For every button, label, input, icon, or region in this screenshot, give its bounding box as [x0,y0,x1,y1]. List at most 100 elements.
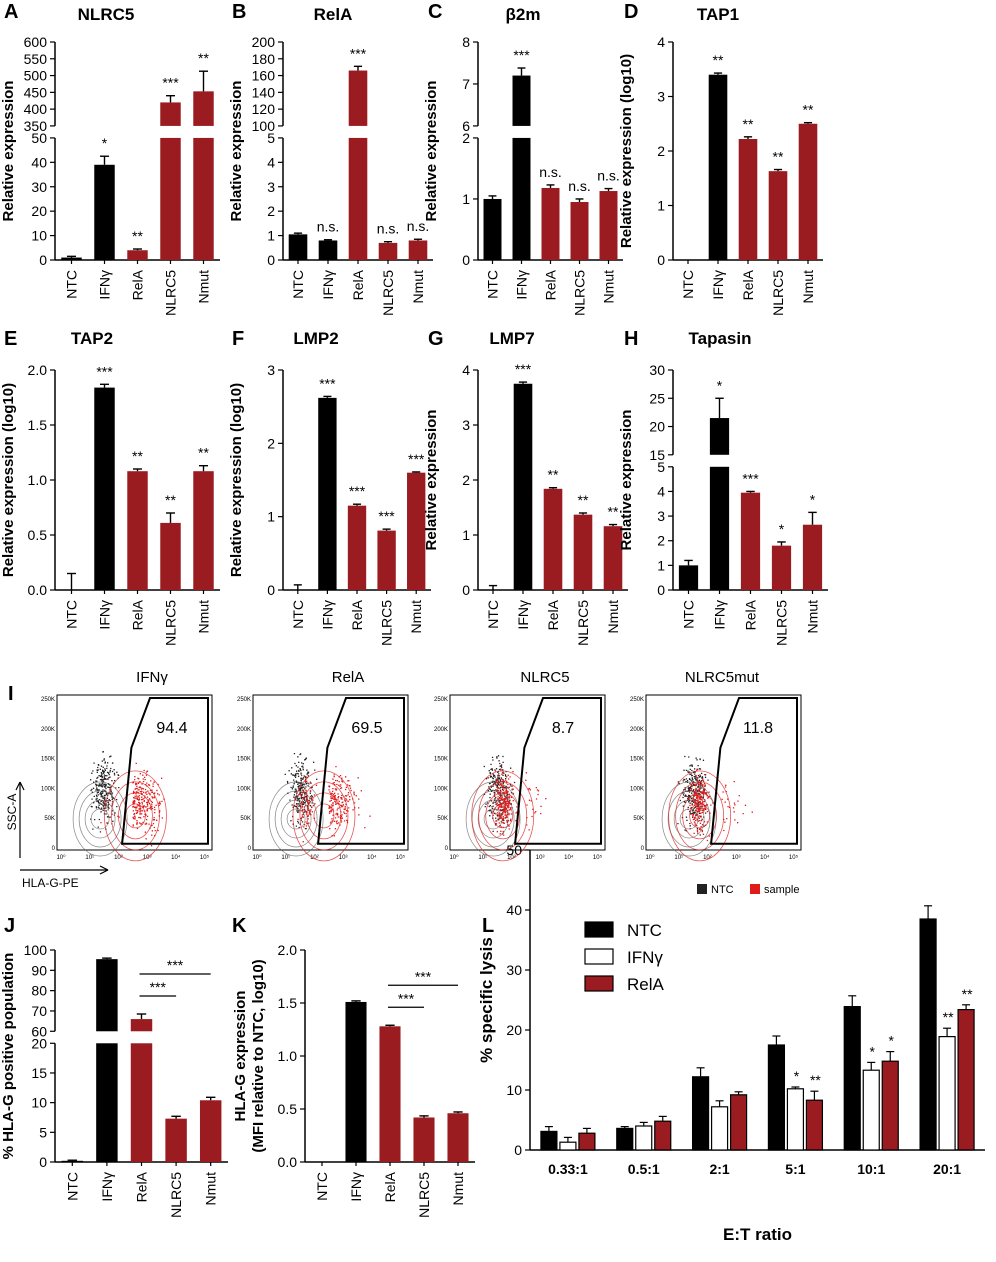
sig-F: *** [319,375,336,391]
flow-contour-ntc-4 [667,790,711,848]
x-tick-label-J: NTC [64,1172,80,1201]
y-tick-label-D: 3 [657,89,665,105]
flow-y-tick-label: 250K [41,697,55,703]
bar-L-IFNγ-0.33:1 [559,1141,577,1151]
flow-contour-sample-4 [682,792,718,840]
bar-G-NLRC5 [573,514,593,590]
flow-y-tick-label: 0 [641,846,645,852]
bar-C-NTC [483,198,502,260]
flow-y-tick-label: 100K [41,786,55,792]
y-tick-label-C: 8 [462,34,470,50]
legend-label-sample: sample [764,884,799,896]
y-tick-label-A: 40 [31,154,47,170]
x-tick-label-C: Nmut [601,270,617,304]
bar-D-IFNγ [708,74,728,260]
sig-L: ** [943,1009,954,1025]
flow-contour-sample-2 [313,803,335,829]
sig-D: ** [743,116,754,132]
x-tick-label-L: 2:1 [709,1161,729,1177]
y-tick-label-B: 5 [267,130,275,146]
flow-contour-sample-1 [118,792,153,840]
x-tick-label-B: RelA [350,269,366,300]
x-tick-label-C: RelA [543,269,559,300]
x-tick-label-E: IFNγ [97,600,113,630]
legend-swatch-L-IFNγ [584,948,614,965]
x-tick-label-E: RelA [130,599,146,630]
sig-A: ** [198,50,209,66]
flow-y-tick-label: 250K [434,697,448,703]
flow-contour-sample-4 [675,781,725,851]
flow-y-arrowhead [15,781,21,791]
flow-plot-frame-2 [252,694,409,851]
axis-break-H [707,454,732,467]
flow-y-tick-label: 150K [434,757,448,763]
sig-L: ** [810,1072,821,1088]
bar-L-NTC-5:1 [767,1044,786,1151]
flow-x-tick-label: 10⁵ [789,854,799,861]
bar-L-RelA-0.5:1 [654,1120,672,1151]
y-tick-label-J: 80 [31,983,47,999]
x-tick-label-K: IFNγ [348,1172,364,1202]
y-tick-label-D: 4 [657,34,665,50]
bar-J-RelA [130,1019,153,1162]
bar-K-RelA [379,1026,401,1162]
flow-y-tick-label: 250K [630,697,644,703]
sig-L: * [870,1043,876,1059]
panel-letter-I: I [8,683,14,705]
flow-x-tick-label: 10² [703,855,712,861]
x-tick-label-A: IFNγ [97,270,113,300]
bar-F-IFNγ [318,397,337,590]
sig-F: *** [408,451,425,467]
y-tick-label-A: 0 [39,252,47,268]
panel-letter-F: F [232,328,244,350]
y-tick-label-L: 40 [506,902,522,918]
bar-C-IFNγ [512,75,531,261]
sig-F: *** [378,508,395,524]
x-tick-label-H: IFNγ [712,600,728,630]
panel-letter-J: J [4,915,15,937]
x-tick-label-A: NLRC5 [163,270,179,316]
flow-x-tick-label: 10⁵ [396,854,406,861]
legend-label-L-RelA: RelA [627,975,665,994]
flow-plot-frame-4 [645,694,802,851]
x-tick-label-G: NLRC5 [575,600,591,646]
y-tick-label-J: 90 [31,962,47,978]
flow-value-2: 69.5 [351,720,382,737]
flow-contour-sample-3 [471,770,535,862]
y-axis-label-K: (MFI relative to NTC, log10) [250,959,267,1152]
flow-contour-ntc-3 [477,799,509,839]
y-tick-label-A: 550 [24,51,48,67]
flow-contour-sample-4 [668,770,732,862]
panel-title-B: RelA [314,5,353,24]
flow-y-tick-label: 150K [237,757,251,763]
y-tick-label-A: 20 [31,203,47,219]
y-tick-label-B: 100 [252,118,276,134]
bar-L-IFNγ-0.5:1 [635,1125,653,1151]
bar-H-IFNγ [709,418,730,590]
flow-contour-ntc-1 [78,790,122,848]
x-tick-label-L: 5:1 [785,1161,805,1177]
flow-x-axis-label: HLA-G-PE [22,876,79,890]
sig-A: ** [132,228,143,244]
axis-break-A [191,125,216,138]
bar-G-Nmut [603,526,623,590]
flow-x-tick-label: 10² [310,855,319,861]
x-tick-label-E: Nmut [196,600,212,634]
y-tick-label-E: 0.0 [28,582,48,598]
y-axis-label-B: Relative expression [228,81,245,222]
panel-title-C: β2m [506,5,541,24]
y-tick-label-L: 0 [514,1142,522,1158]
panel-letter-E: E [4,328,17,350]
y-tick-label-D: 1 [657,198,665,214]
x-tick-label-K: RelA [382,1171,398,1202]
sig-L: * [794,1068,800,1084]
flow-contour-ntc-1 [84,799,116,839]
x-tick-label-H: NTC [681,600,697,629]
flow-y-tick-label: 100K [237,786,251,792]
x-tick-label-F: NTC [290,600,306,629]
bar-K-NLRC5 [413,1117,435,1162]
flow-title-3: NLRC5 [520,669,569,686]
bar-B-RelA [348,70,368,260]
bar-B-Nmut [408,240,428,260]
